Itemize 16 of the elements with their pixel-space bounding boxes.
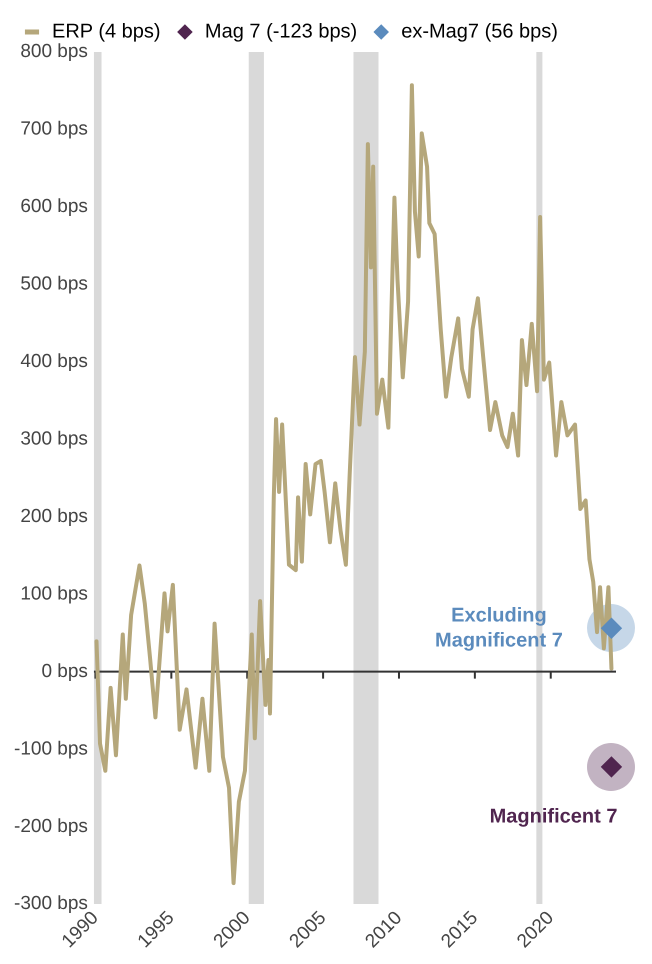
y-tick-label: 600 bps [20, 196, 88, 218]
legend-label: ex-Mag7 (56 bps) [401, 20, 558, 43]
y-tick-label: -200 bps [14, 816, 88, 837]
legend-label: ERP (4 bps) [52, 20, 161, 43]
y-tick-label: -100 bps [14, 738, 88, 760]
annotation: Excluding Magnificent 7 [435, 604, 563, 652]
y-tick-label: 400 bps [20, 351, 88, 372]
y-tick-label: 0 bps [41, 660, 88, 682]
y-tick-label: 300 bps [20, 428, 88, 450]
y-tick-label: 500 bps [20, 274, 88, 295]
y-tick-label: 800 bps [20, 41, 88, 62]
annotation: Magnificent 7 [490, 805, 618, 828]
y-tick-label: 700 bps [20, 118, 88, 140]
y-tick-label: 100 bps [20, 583, 88, 604]
legend-label: Mag 7 (-123 bps) [204, 20, 358, 43]
y-tick-label: 200 bps [20, 506, 88, 527]
